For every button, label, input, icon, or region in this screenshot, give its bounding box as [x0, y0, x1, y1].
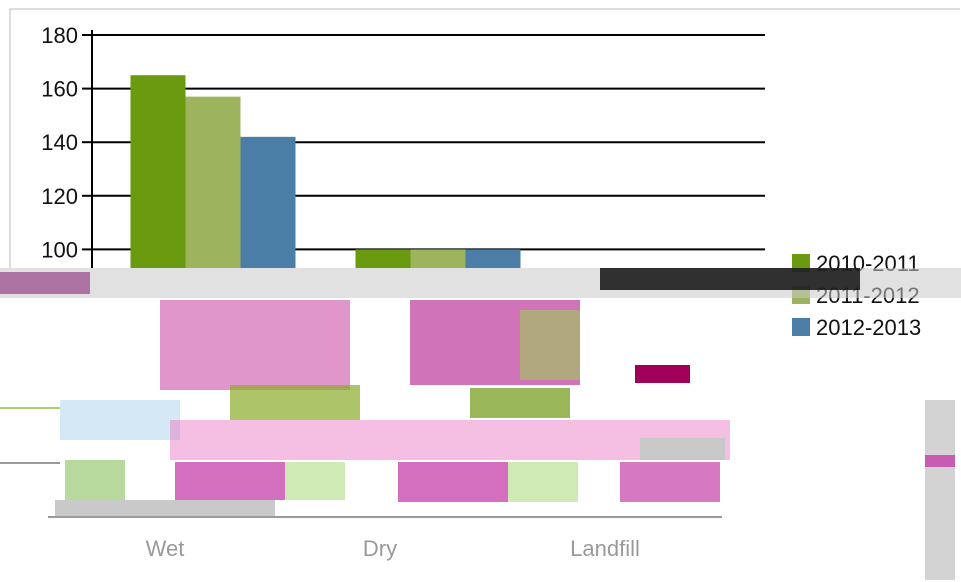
y-axis: 100 120 140 160 180	[41, 23, 93, 268]
bar-wet-2	[185, 96, 241, 268]
legend-label: 2012-2013	[816, 315, 921, 340]
x-category-label: Dry	[363, 536, 397, 561]
x-category-label: Landfill	[570, 536, 640, 561]
bar-wet-1	[130, 75, 186, 268]
bar-dry-2	[410, 249, 466, 268]
y-tick-label: 120	[41, 184, 78, 209]
legend-label: 2010-2011	[816, 251, 920, 276]
x-category-label: Wet	[146, 536, 185, 561]
plot-frame	[9, 8, 960, 268]
legend-swatch	[792, 254, 810, 272]
bar-wet-3	[240, 136, 296, 268]
x-axis: Wet Dry Landfill	[146, 536, 640, 561]
bar-dry-3	[465, 249, 521, 268]
y-tick-label: 100	[41, 237, 78, 262]
legend-label: 2011-2012	[816, 283, 920, 308]
y-tick-label: 140	[41, 130, 78, 155]
y-tick-label: 180	[41, 23, 78, 48]
y-tick-label: 160	[41, 77, 78, 102]
legend-swatch	[792, 318, 810, 336]
legend-swatch	[792, 286, 810, 304]
bar-dry-1	[355, 249, 411, 268]
bars	[130, 75, 521, 268]
